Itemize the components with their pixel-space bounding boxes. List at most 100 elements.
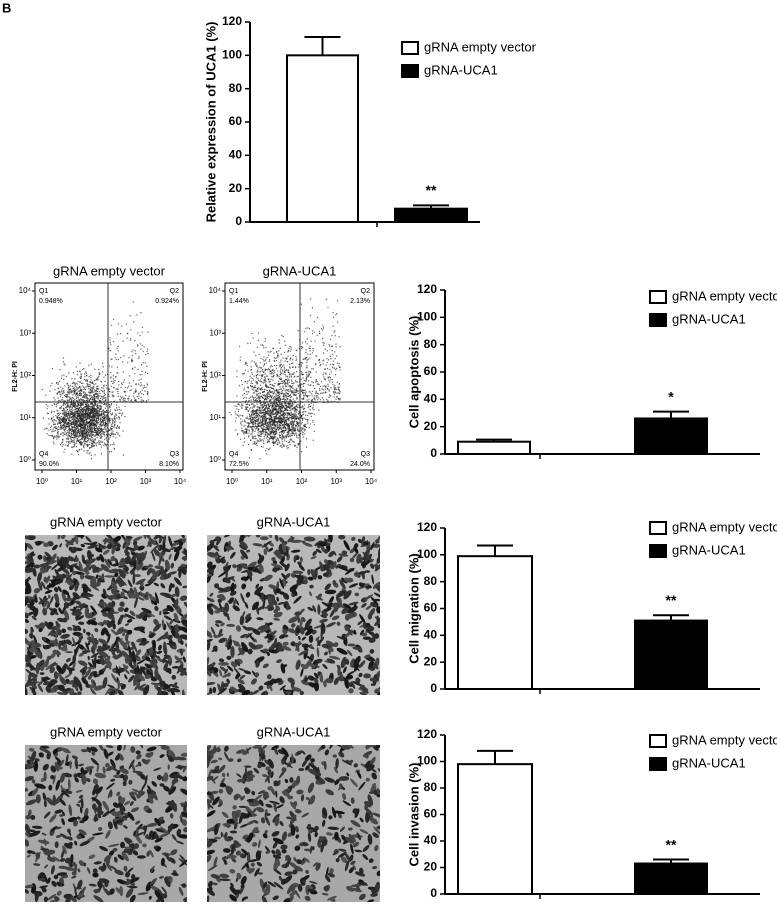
event-dot	[88, 447, 91, 449]
event-dot	[108, 419, 110, 421]
event-dot	[84, 393, 86, 395]
event-dot	[289, 387, 291, 389]
event-dot	[253, 375, 255, 377]
y-axis-label: Relative expression of UCA1 (%)	[203, 22, 218, 223]
event-dot	[68, 433, 70, 435]
event-dot	[261, 404, 263, 406]
event-dot	[89, 415, 91, 418]
quadrant-value: 0.924%	[155, 298, 179, 305]
y-tick-label: 0	[235, 214, 242, 228]
event-dot	[62, 402, 64, 404]
event-dot	[256, 412, 258, 414]
event-dot	[270, 414, 272, 416]
event-dot	[63, 414, 65, 416]
event-dot	[79, 402, 81, 405]
event-dot	[261, 397, 264, 399]
event-dot	[53, 430, 55, 432]
event-dot	[267, 407, 269, 409]
event-dot	[106, 430, 108, 432]
event-dot	[307, 376, 309, 378]
event-dot	[287, 441, 289, 444]
event-dot	[253, 416, 255, 418]
event-dot	[93, 417, 95, 419]
event-dot	[62, 419, 65, 421]
event-dot	[286, 357, 288, 359]
event-dot	[300, 415, 302, 417]
event-dot	[65, 414, 67, 416]
event-dot	[307, 353, 309, 355]
event-dot	[288, 406, 290, 408]
event-dot	[258, 419, 260, 421]
event-dot	[303, 424, 305, 426]
event-dot	[81, 412, 83, 414]
event-dot	[90, 432, 92, 434]
event-dot	[292, 391, 295, 393]
event-dot	[117, 359, 119, 361]
event-dot	[86, 375, 88, 377]
event-dot	[257, 419, 259, 421]
event-dot	[99, 421, 101, 423]
event-dot	[295, 356, 297, 358]
event-dot	[273, 442, 275, 444]
legend-label: gRNA empty vector	[672, 288, 777, 303]
event-dot	[86, 405, 88, 407]
event-dot	[88, 404, 90, 407]
event-dot	[305, 378, 307, 380]
event-dot	[59, 444, 61, 446]
event-dot	[257, 434, 259, 436]
event-dot	[75, 408, 77, 410]
event-dot	[118, 418, 120, 420]
event-dot	[263, 411, 265, 414]
event-dot	[265, 362, 267, 364]
event-dot	[279, 412, 281, 414]
event-dot	[327, 385, 329, 387]
event-dot	[71, 424, 73, 426]
event-dot	[277, 420, 279, 423]
event-dot	[259, 422, 261, 424]
event-dot	[72, 414, 74, 416]
event-dot	[244, 424, 246, 426]
event-dot	[250, 449, 252, 451]
event-dot	[255, 393, 257, 395]
event-dot	[96, 433, 98, 435]
event-dot	[335, 369, 337, 371]
event-dot	[83, 394, 85, 396]
event-dot	[78, 433, 80, 435]
event-dot	[109, 342, 111, 344]
event-dot	[257, 378, 259, 380]
event-dot	[79, 431, 81, 433]
event-dot	[270, 418, 272, 420]
event-dot	[248, 408, 251, 410]
event-dot	[122, 371, 124, 373]
event-dot	[102, 415, 104, 417]
event-dot	[283, 424, 285, 426]
event-dot	[240, 421, 242, 423]
event-dot	[89, 428, 91, 430]
event-dot	[87, 415, 89, 417]
event-dot	[104, 374, 106, 376]
event-dot	[134, 399, 136, 401]
event-dot	[83, 435, 85, 437]
event-dot	[111, 423, 113, 425]
event-dot	[116, 417, 118, 419]
event-dot	[69, 436, 71, 438]
event-dot	[134, 391, 136, 393]
event-dot	[301, 405, 303, 407]
event-dot	[118, 408, 120, 410]
event-dot	[318, 330, 320, 332]
event-dot	[66, 406, 68, 408]
event-dot	[67, 419, 69, 421]
event-dot	[293, 441, 295, 443]
event-dot	[322, 327, 325, 329]
event-dot	[256, 439, 258, 441]
event-dot	[90, 363, 92, 365]
event-dot	[262, 440, 264, 442]
event-dot	[294, 445, 296, 447]
event-dot	[300, 429, 302, 432]
event-dot	[281, 382, 283, 384]
event-dot	[85, 432, 88, 434]
event-dot	[281, 437, 283, 439]
event-dot	[89, 409, 91, 412]
event-dot	[70, 438, 72, 440]
event-dot	[273, 417, 276, 420]
